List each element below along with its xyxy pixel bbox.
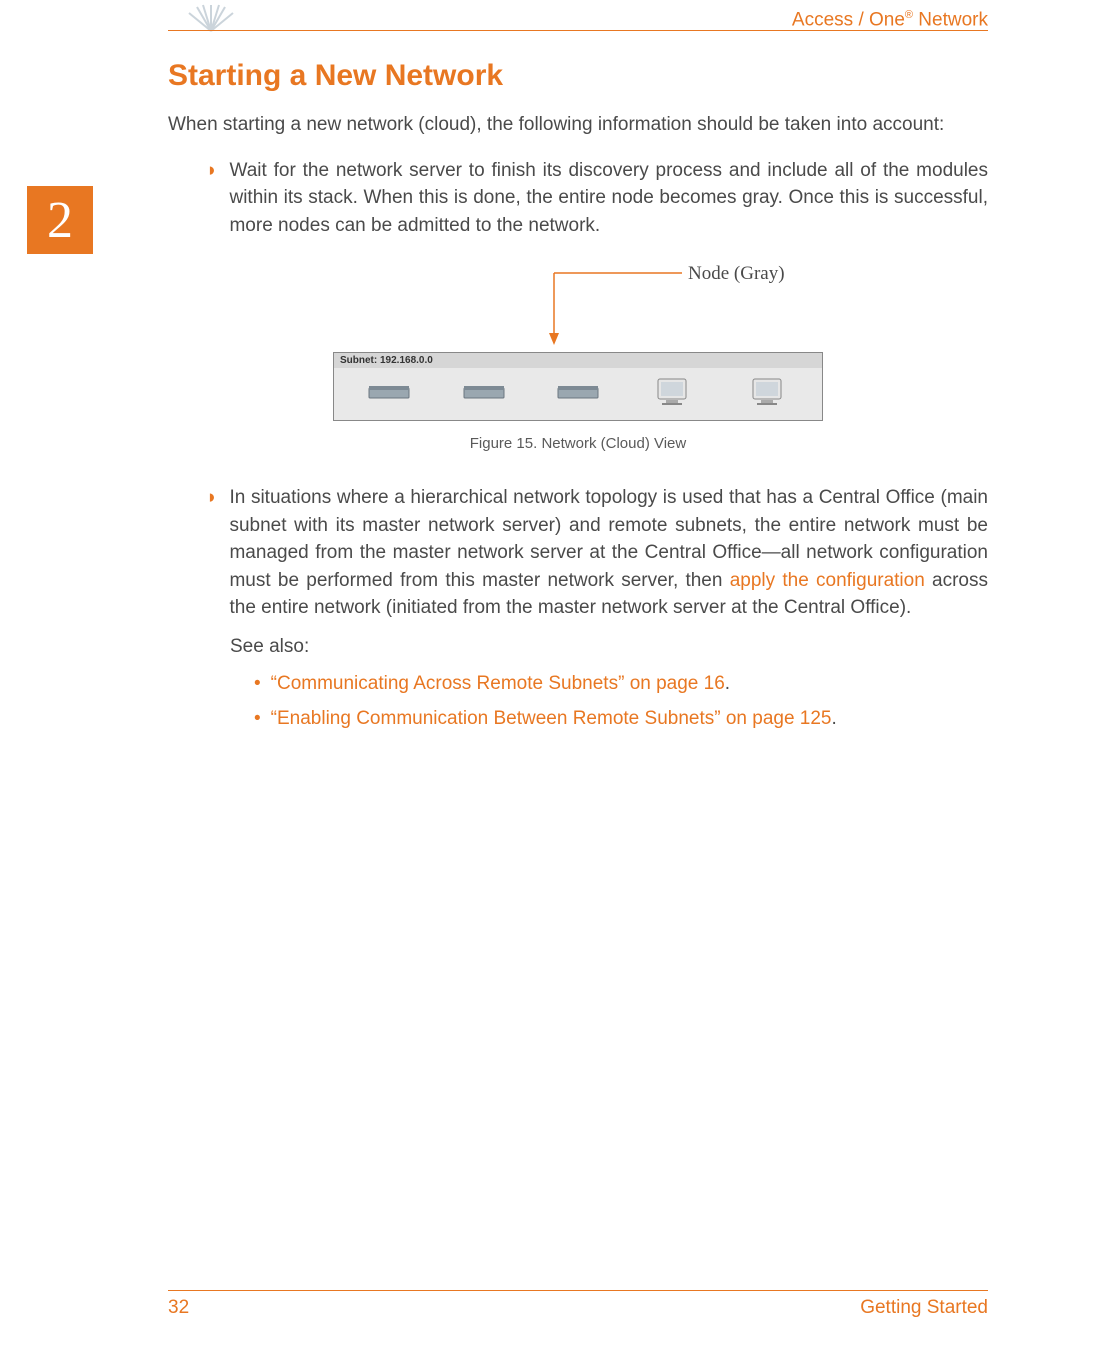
footer-section: Getting Started (860, 1297, 988, 1319)
monitor-icon (742, 378, 792, 406)
bullet-text: In situations where a hierarchical netwo… (229, 484, 988, 622)
figure-caption: Figure 15. Network (Cloud) View (168, 435, 988, 452)
switch-icon (459, 378, 509, 406)
bullet-item: ◗ In situations where a hierarchical net… (206, 484, 988, 622)
subnet-title: Subnet: 192.168.0.0 (334, 353, 822, 368)
switch-icon (553, 378, 603, 406)
figure-block: Node (Gray) Subnet: 192.168.0.0 (168, 259, 988, 452)
intro-paragraph: When starting a new network (cloud), the… (168, 111, 988, 139)
monitor-icon (647, 378, 697, 406)
sub-bullet-marker: • (254, 705, 261, 733)
bullet-marker-icon: ◗ (206, 484, 217, 622)
see-also-item: • “Enabling Communication Between Remote… (254, 705, 988, 733)
page-title: Starting a New Network (168, 59, 988, 93)
sub-bullet-marker: • (254, 670, 261, 698)
see-also-label: See also: (230, 636, 988, 658)
subnet-box: Subnet: 192.168.0.0 (333, 352, 823, 421)
product-suffix: Network (913, 9, 988, 30)
chapter-number: 2 (47, 191, 73, 250)
footer-rule (168, 1290, 988, 1291)
subnet-body (334, 368, 822, 420)
tail: . (832, 708, 837, 729)
page-footer: 32 Getting Started (168, 1290, 988, 1319)
sub-bullet-text: “Enabling Communication Between Remote S… (271, 705, 837, 733)
bullet-item: ◗ Wait for the network server to finish … (206, 157, 988, 240)
bullet-marker-icon: ◗ (206, 157, 217, 240)
product-header: Access / One® Network (792, 9, 988, 31)
reg-mark: ® (905, 9, 913, 21)
cross-ref-link[interactable]: “Enabling Communication Between Remote S… (271, 708, 832, 729)
page-number: 32 (168, 1297, 189, 1319)
callout-label: Node (Gray) (688, 263, 785, 284)
tail: . (725, 673, 730, 694)
product-prefix: Access / One (792, 9, 905, 30)
bullet-text: Wait for the network server to finish it… (229, 157, 988, 240)
see-also-item: • “Communicating Across Remote Subnets” … (254, 670, 988, 698)
header-rule: Access / One® Network (168, 30, 988, 31)
chapter-number-tab: 2 (27, 186, 93, 254)
inline-link[interactable]: apply the configuration (730, 570, 925, 591)
cross-ref-link[interactable]: “Communicating Across Remote Subnets” on… (271, 673, 725, 694)
sub-bullet-text: “Communicating Across Remote Subnets” on… (271, 670, 730, 698)
switch-icon (364, 378, 414, 406)
